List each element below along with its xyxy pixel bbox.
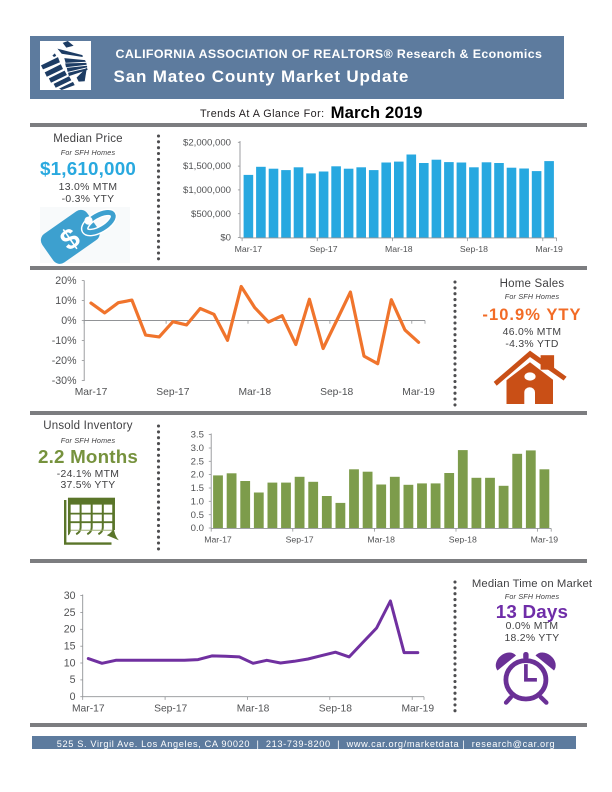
svg-text:Mar-17: Mar-17 xyxy=(75,387,108,398)
svg-text:$2,000,000: $2,000,000 xyxy=(183,137,231,148)
svg-text:Mar-19: Mar-19 xyxy=(535,244,563,254)
svg-text:0: 0 xyxy=(70,691,76,703)
svg-text:Sep-18: Sep-18 xyxy=(460,244,488,254)
svg-text:Sep-17: Sep-17 xyxy=(154,704,187,715)
svg-text:3.0: 3.0 xyxy=(191,443,204,454)
svg-text:10: 10 xyxy=(64,657,76,669)
svg-text:0.0: 0.0 xyxy=(191,523,204,534)
svg-text:-20%: -20% xyxy=(52,355,77,367)
svg-text:20: 20 xyxy=(64,624,76,636)
svg-text:$1,000,000: $1,000,000 xyxy=(183,185,231,196)
svg-text:25: 25 xyxy=(64,607,76,619)
svg-text:1.0: 1.0 xyxy=(191,496,204,507)
svg-text:0.5: 0.5 xyxy=(191,510,204,521)
svg-text:10%: 10% xyxy=(55,295,77,307)
svg-text:Mar-19: Mar-19 xyxy=(402,387,435,398)
svg-text:30: 30 xyxy=(64,590,76,602)
svg-text:Sep-17: Sep-17 xyxy=(310,244,338,254)
svg-text:2.5: 2.5 xyxy=(191,456,204,467)
svg-text:Mar-18: Mar-18 xyxy=(385,244,413,254)
svg-text:Mar-17: Mar-17 xyxy=(72,704,105,715)
svg-text:Mar-19: Mar-19 xyxy=(401,704,434,715)
svg-text:Mar-18: Mar-18 xyxy=(237,704,270,715)
svg-text:$1,500,000: $1,500,000 xyxy=(183,161,231,172)
svg-text:$500,000: $500,000 xyxy=(191,209,231,220)
svg-text:3.5: 3.5 xyxy=(191,430,204,441)
svg-text:Sep-17: Sep-17 xyxy=(286,535,314,545)
svg-text:15: 15 xyxy=(64,641,76,653)
svg-text:1.5: 1.5 xyxy=(191,483,204,494)
svg-text:2.0: 2.0 xyxy=(191,470,204,481)
svg-text:Sep-18: Sep-18 xyxy=(319,704,352,715)
svg-text:Sep-18: Sep-18 xyxy=(320,387,353,398)
svg-text:Mar-17: Mar-17 xyxy=(235,244,263,254)
svg-text:Mar-18: Mar-18 xyxy=(238,387,271,398)
svg-text:Mar-18: Mar-18 xyxy=(367,535,395,545)
svg-text:-30%: -30% xyxy=(52,375,77,387)
svg-text:Mar-19: Mar-19 xyxy=(531,535,559,545)
svg-text:Mar-17: Mar-17 xyxy=(204,535,232,545)
svg-text:20%: 20% xyxy=(55,275,77,287)
svg-text:-10%: -10% xyxy=(52,335,77,347)
svg-text:0%: 0% xyxy=(61,315,77,327)
svg-text:$0: $0 xyxy=(220,233,231,244)
svg-text:Sep-17: Sep-17 xyxy=(156,387,189,398)
svg-text:Sep-18: Sep-18 xyxy=(449,535,477,545)
svg-text:5: 5 xyxy=(70,674,76,686)
